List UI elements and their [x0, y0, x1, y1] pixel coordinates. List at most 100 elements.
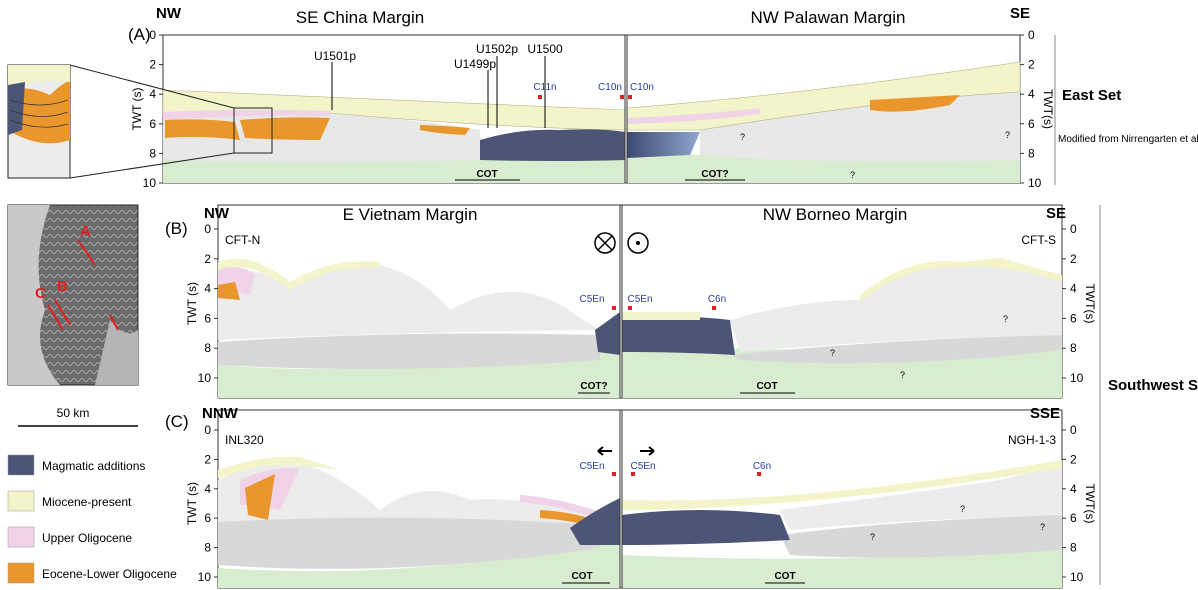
tick-label: 2 — [1028, 58, 1035, 72]
side-label: NNW — [202, 405, 239, 422]
axis-title: TWT(s) — [1083, 484, 1097, 524]
miocene-layer — [622, 312, 700, 320]
anomaly-marker — [538, 95, 542, 99]
set-label: Southwest Set — [1108, 377, 1198, 394]
question-mark: ? — [1040, 522, 1045, 532]
tick-label: 8 — [1070, 341, 1077, 355]
anomaly-label: C5En — [630, 461, 655, 472]
tick-label: 0 — [204, 222, 211, 236]
anomaly-marker — [712, 306, 716, 310]
tick-label: 10 — [1070, 570, 1084, 584]
tick-label: 2 — [204, 252, 211, 266]
tick-label: 10 — [143, 176, 157, 190]
set-label: East Set — [1062, 87, 1121, 104]
anomaly-label: C6n — [708, 294, 726, 305]
tick-label: 8 — [204, 341, 211, 355]
scale-label: 50 km — [57, 406, 90, 420]
anomaly-label: C11n — [533, 82, 556, 93]
cot-label: COT — [756, 381, 777, 392]
anomaly-marker — [628, 95, 632, 99]
well-label: U1500 — [527, 42, 563, 56]
location-map — [8, 205, 138, 385]
anomaly-label: C5En — [579, 294, 604, 305]
side-label: NW — [204, 205, 230, 222]
profile-label: NGH-1-3 — [1008, 433, 1056, 447]
section-title: NW Borneo Margin — [763, 205, 908, 224]
tick-label: 2 — [204, 452, 211, 466]
tick-label: 6 — [204, 311, 211, 325]
well-label: U1499p — [454, 57, 496, 71]
tick-label: 2 — [149, 58, 156, 72]
tick-label: 2 — [1070, 252, 1077, 266]
direction-out — [636, 241, 640, 245]
tick-label: 8 — [1070, 541, 1077, 555]
panel-label: (C) — [165, 412, 189, 431]
tick-label: 6 — [1070, 511, 1077, 525]
profile-label: INL320 — [225, 433, 264, 447]
tick-label: 4 — [204, 282, 211, 296]
question-mark: ? — [830, 348, 835, 358]
anomaly-marker — [631, 472, 635, 476]
panel-a — [70, 35, 1020, 183]
cot-label: COT — [476, 169, 497, 180]
axis-title: TWT (s) — [130, 87, 144, 130]
tick-label: 2 — [1070, 452, 1077, 466]
profile-label: CFT-N — [225, 233, 260, 247]
legend-swatch — [8, 563, 34, 583]
panel-label: (A) — [128, 25, 151, 44]
question-mark: ? — [870, 532, 875, 542]
tick-label: 10 — [198, 570, 212, 584]
tick-label: 0 — [1028, 28, 1035, 42]
axis-title: TWT(s) — [1083, 284, 1097, 324]
tick-label: 4 — [1028, 87, 1035, 101]
tick-label: 0 — [1070, 222, 1077, 236]
tick-label: 10 — [1070, 371, 1084, 385]
profile-label: CFT-S — [1021, 233, 1056, 247]
map-label: A — [80, 223, 91, 240]
section-title: E Vietnam Margin — [343, 205, 478, 224]
anomaly-marker — [620, 95, 624, 99]
anomaly-label: C5En — [579, 461, 604, 472]
tick-label: 6 — [149, 117, 156, 131]
tick-label: 4 — [204, 482, 211, 496]
question-mark: ? — [1003, 314, 1008, 324]
legend-label: Upper Oligocene — [42, 531, 132, 545]
section-title: SE China Margin — [296, 8, 425, 27]
anomaly-marker — [612, 306, 616, 310]
legend-label: Miocene-present — [42, 495, 132, 509]
tick-label: 0 — [204, 423, 211, 437]
tick-label: 10 — [198, 371, 212, 385]
tick-label: 6 — [1028, 117, 1035, 131]
axis-title: TWT(s) — [1041, 89, 1055, 129]
well-label: U1502p — [476, 42, 518, 56]
tick-label: 8 — [1028, 146, 1035, 160]
section-title: NW Palawan Margin — [751, 8, 906, 27]
cot-label: COT? — [701, 169, 728, 180]
anomaly-label: C6n — [753, 461, 771, 472]
panel-c — [218, 410, 1062, 588]
legend-swatch — [8, 527, 34, 547]
tick-label: 10 — [1028, 176, 1042, 190]
well-label: U1501p — [314, 49, 356, 63]
axis-title: TWT (s) — [185, 282, 199, 325]
legend-swatch — [8, 455, 34, 475]
side-label: NW — [156, 5, 182, 22]
side-label: SE — [1046, 205, 1066, 222]
magmatic — [627, 132, 700, 158]
tick-label: 4 — [1070, 482, 1077, 496]
anomaly-label: C10n — [630, 82, 654, 93]
tick-label: 6 — [204, 511, 211, 525]
anomaly-label: C5En — [627, 294, 652, 305]
question-mark: ? — [740, 132, 745, 142]
question-mark: ? — [1005, 130, 1010, 140]
cot-label: COT — [571, 571, 592, 582]
anomaly-marker — [628, 306, 632, 310]
tick-label: 4 — [149, 87, 156, 101]
anomaly-label: C10n — [598, 82, 622, 93]
anomaly-marker — [612, 472, 616, 476]
tick-label: 8 — [149, 146, 156, 160]
cot-label: COT? — [580, 381, 607, 392]
anomaly-marker — [757, 472, 761, 476]
tick-label: 6 — [1070, 311, 1077, 325]
